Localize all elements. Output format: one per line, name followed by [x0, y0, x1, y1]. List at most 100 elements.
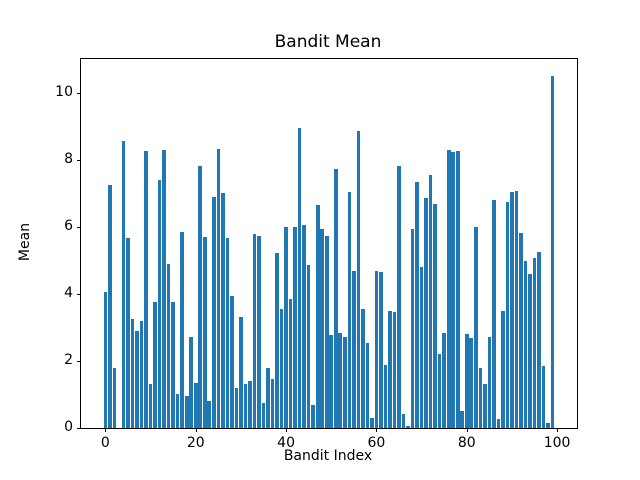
- bar: [184, 396, 189, 428]
- y-tick-mark: [77, 92, 81, 94]
- bar: [365, 343, 370, 428]
- bar: [311, 404, 315, 428]
- bar: [329, 335, 334, 428]
- bar: [266, 367, 270, 428]
- bar: [510, 192, 514, 428]
- x-tick-label: 0: [100, 435, 110, 451]
- bar: [446, 150, 451, 428]
- y-tick-mark: [77, 293, 81, 295]
- bar: [415, 182, 419, 428]
- bar: [460, 411, 465, 428]
- x-tick-mark: [286, 428, 288, 432]
- bar: [230, 295, 234, 428]
- bar: [153, 301, 157, 428]
- bar: [112, 367, 117, 428]
- x-tick-mark: [195, 428, 197, 432]
- x-tick-label: 60: [367, 435, 386, 451]
- y-tick-label: 2: [64, 352, 73, 369]
- bar: [175, 394, 180, 428]
- bar: [550, 76, 555, 428]
- bar: [171, 302, 175, 428]
- bar: [501, 310, 505, 428]
- bar: [135, 330, 139, 428]
- bar: [338, 332, 343, 428]
- bar: [144, 151, 148, 428]
- bar: [333, 168, 338, 428]
- x-axis-label: Bandit Index: [283, 448, 373, 464]
- chart-title: Bandit Mean: [274, 32, 382, 52]
- x-tick-mark: [105, 428, 107, 432]
- bar: [419, 266, 424, 428]
- bar: [442, 332, 446, 428]
- bar: [193, 382, 198, 428]
- bar: [270, 378, 275, 428]
- bar: [288, 298, 293, 428]
- y-tick-mark: [77, 360, 81, 362]
- bar: [148, 384, 153, 428]
- x-tick-label: 40: [277, 435, 295, 451]
- bar: [248, 381, 252, 428]
- bar: [388, 311, 392, 428]
- bar: [406, 426, 410, 428]
- y-tick-label: 6: [64, 217, 73, 234]
- bar: [234, 387, 239, 428]
- bar: [352, 271, 356, 428]
- bar: [410, 228, 415, 428]
- bar: [302, 225, 306, 428]
- bar: [257, 236, 261, 428]
- bar: [356, 131, 361, 428]
- x-tick-label: 20: [186, 435, 205, 451]
- bar: [505, 202, 510, 428]
- bar: [546, 422, 550, 428]
- bar: [343, 337, 347, 428]
- bar: [225, 238, 230, 428]
- bar: [279, 309, 284, 428]
- bar: [541, 365, 546, 428]
- bar: [139, 320, 144, 428]
- bar: [474, 226, 478, 428]
- bar: [207, 401, 212, 428]
- bar: [379, 271, 383, 428]
- bar: [252, 234, 257, 428]
- bar: [202, 236, 207, 428]
- bar: [157, 180, 162, 428]
- bar: [528, 273, 532, 428]
- bar: [514, 190, 519, 428]
- bar: [424, 197, 428, 428]
- bar: [455, 150, 460, 428]
- bar: [492, 200, 496, 428]
- x-tick-label: 100: [543, 435, 571, 451]
- bar: [198, 166, 203, 428]
- bar: [180, 231, 184, 428]
- bar: [523, 261, 528, 428]
- bar: [532, 257, 537, 428]
- y-tick-label: 10: [55, 83, 73, 100]
- y-tick-label: 8: [64, 150, 73, 167]
- bar: [437, 354, 442, 428]
- bar: [519, 233, 523, 428]
- bar: [126, 237, 130, 428]
- bar: [496, 419, 501, 428]
- bar: [370, 417, 374, 428]
- bar: [121, 141, 126, 428]
- bar: [189, 337, 194, 428]
- y-axis-label: Mean: [17, 222, 33, 262]
- bar: [401, 414, 406, 428]
- bar: [103, 292, 108, 428]
- bar: [347, 192, 352, 428]
- y-tick-mark: [77, 428, 81, 429]
- bar: [433, 203, 437, 428]
- bar: [221, 192, 225, 428]
- bar: [284, 226, 288, 428]
- bar: [261, 403, 266, 428]
- bar: [293, 226, 297, 428]
- bar: [130, 318, 135, 428]
- bar: [315, 204, 320, 428]
- bar: [162, 149, 166, 428]
- bar: [239, 317, 243, 428]
- bar: [361, 308, 365, 428]
- plot-area: 0 20 40 60 80 100 0 2 4 6 8 10: [55, 58, 578, 451]
- x-tick-mark: [466, 428, 468, 432]
- y-tick-mark: [77, 226, 81, 228]
